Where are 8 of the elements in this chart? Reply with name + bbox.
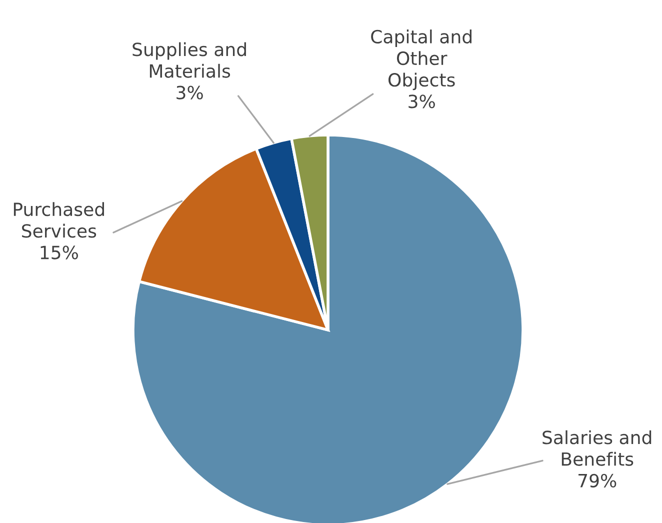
- data-label: 3%: [408, 94, 435, 108]
- slice-label: Capital and Other Objects: [371, 30, 472, 90]
- slice-label: Purchased Services: [14, 202, 104, 238]
- slice-label: Supplies and Materials: [132, 42, 246, 78]
- data-label: 15%: [40, 246, 78, 260]
- data-label: 79%: [578, 474, 616, 488]
- data-label: 3%: [176, 86, 203, 100]
- slice-label: Salaries and Benefits: [542, 430, 652, 466]
